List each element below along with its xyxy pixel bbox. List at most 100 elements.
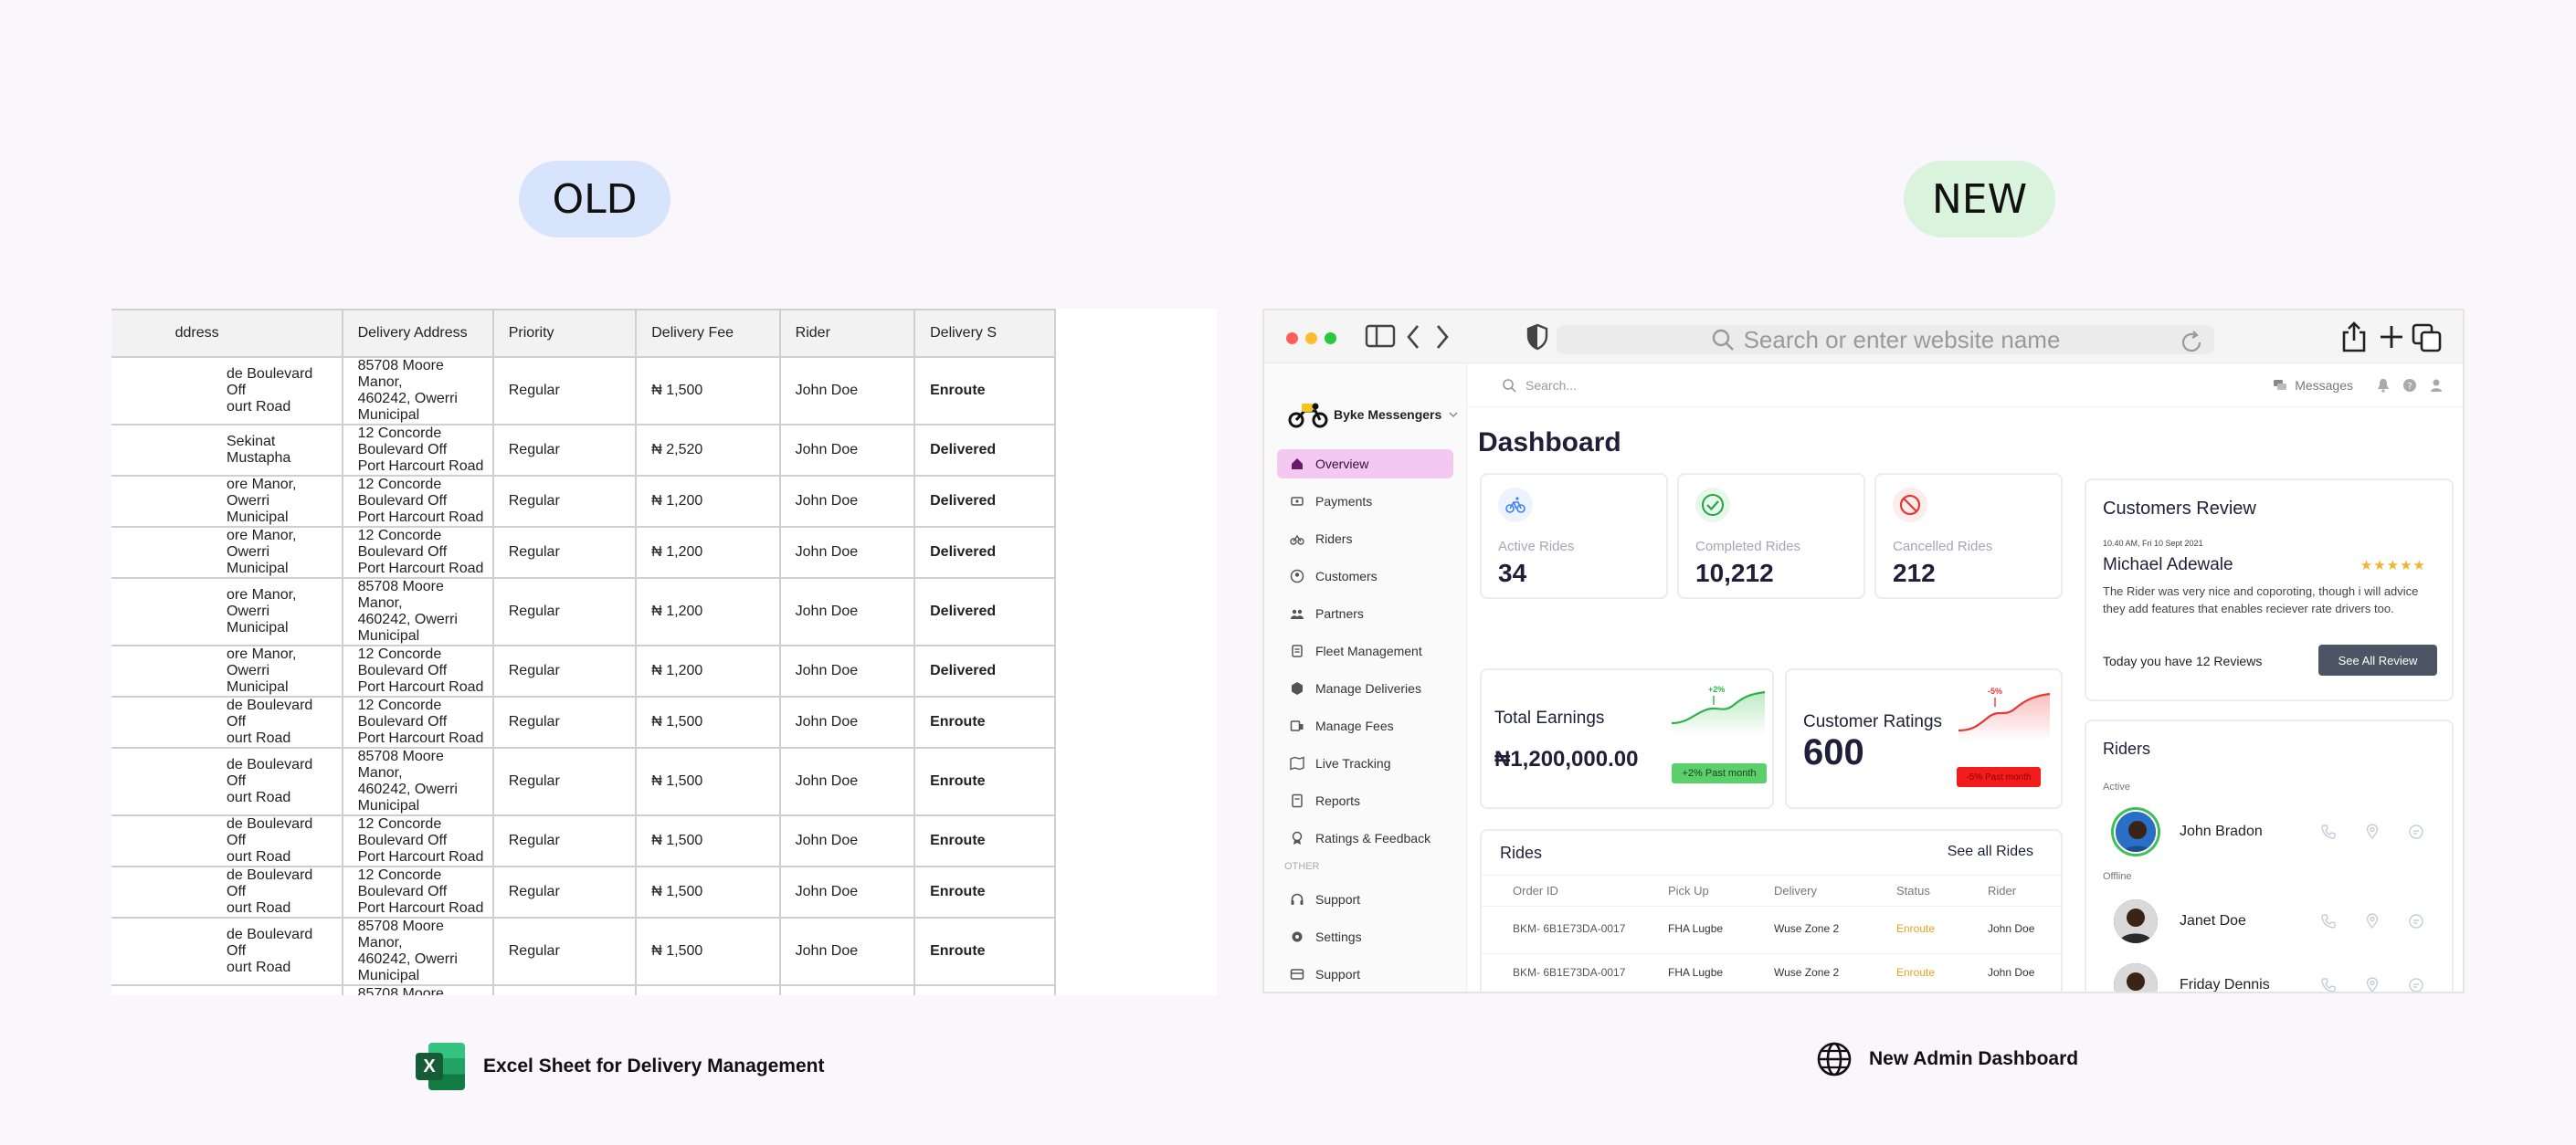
sheet-cell[interactable]: ₦ 1,500 [635, 356, 781, 425]
sheet-cell[interactable]: ₦ 1,500 [635, 696, 781, 749]
sheet-cell[interactable]: ₦ 1,500 [635, 917, 781, 986]
messages-link[interactable]: Messages [2295, 378, 2353, 393]
sheet-cell[interactable]: 85708 Moore Manor,460242, Owerri Municip… [341, 917, 494, 986]
sidebar-item-payments[interactable]: Payments [1277, 487, 1453, 516]
delivery-status[interactable]: Enroute [913, 696, 1056, 749]
sheet-cell[interactable]: 12 Concorde Boulevard Off Port Harcourt R… [341, 645, 494, 698]
sheet-cell[interactable]: ₦ 1,500 [635, 984, 781, 995]
rides-column-header[interactable]: Pick Up [1668, 884, 1709, 898]
address-bar[interactable]: Search or enter website name [1557, 325, 2214, 354]
delivery-status[interactable]: Enroute [913, 747, 1056, 816]
chevron-down-icon[interactable] [1449, 411, 1458, 418]
sheet-cell[interactable]: ₦ 1,200 [635, 526, 781, 579]
sheet-cell[interactable]: John Doe [778, 696, 916, 749]
rider-item[interactable]: Friday Dennis [2114, 962, 2452, 992]
see-all-rides-link[interactable]: See all Rides [1947, 844, 2033, 859]
location-pin-icon[interactable] [2364, 977, 2381, 992]
sheet-cell[interactable]: 12 Concorde Boulevard Off Port Harcourt R… [341, 696, 494, 749]
delivery-status[interactable]: Delivered [913, 424, 1056, 477]
sheet-cell[interactable]: ore Manor, Owerri Municipal [111, 475, 343, 528]
sheet-cell[interactable]: John Doe [778, 917, 916, 986]
rider-item[interactable]: John Bradon [2114, 809, 2452, 855]
sheet-cell[interactable]: ore Manor, Owerri Municipal [111, 526, 343, 579]
sheet-cell[interactable]: Regular [491, 814, 638, 867]
sheet-cell[interactable]: 85708 Moore Manor,460242, Owerri Municip… [341, 747, 494, 816]
bell-icon[interactable] [2377, 378, 2390, 393]
sheet-cell[interactable]: ₦ 1,200 [635, 645, 781, 698]
sheet-cell[interactable]: John Doe [778, 526, 916, 579]
chat-icon[interactable] [2408, 824, 2424, 840]
sheet-cell[interactable]: 12 Concorde Boulevard Off Port Harcourt R… [341, 475, 494, 528]
forward-icon[interactable] [1434, 323, 1451, 351]
delivery-status[interactable]: Delivered [913, 475, 1056, 528]
chat-icon[interactable] [2408, 977, 2424, 992]
close-window-button[interactable] [1286, 332, 1298, 344]
sheet-cell[interactable]: ₦ 1,200 [635, 475, 781, 528]
rides-column-header[interactable]: Status [1896, 884, 1930, 898]
sidebar-item-ratings-feedback[interactable]: Ratings & Feedback [1277, 824, 1453, 853]
sheet-cell[interactable]: 85708 Moore Manor,460242, Owerri Municip… [341, 577, 494, 646]
rides-column-header[interactable]: Delivery [1774, 884, 1817, 898]
stat-card-completed-rides[interactable]: Completed Rides 10,212 [1677, 473, 1865, 599]
sidebar-item-live-tracking[interactable]: Live Tracking [1277, 749, 1453, 778]
delivery-status[interactable]: Enroute [913, 866, 1056, 919]
sheet-column-header[interactable]: Priority [491, 309, 638, 358]
sheet-cell[interactable]: 12 Concorde Boulevard Off Port Harcourt R… [341, 424, 494, 477]
sheet-cell[interactable]: Regular [491, 917, 638, 986]
sheet-cell[interactable]: 12 Concorde Boulevard Off Port Harcourt R… [341, 866, 494, 919]
sheet-cell[interactable]: ₦ 1,500 [635, 747, 781, 816]
sheet-cell[interactable]: Regular [491, 984, 638, 995]
tabs-overview-icon[interactable] [2412, 323, 2443, 352]
delivery-status[interactable]: Enroute [913, 917, 1056, 986]
back-icon[interactable] [1405, 323, 1421, 351]
sheet-cell[interactable]: ore Manor, Owerri Municipal [111, 645, 343, 698]
sheet-cell[interactable]: ₦ 1,500 [635, 866, 781, 919]
reload-icon[interactable] [2178, 329, 2205, 356]
stat-card-active-rides[interactable]: Active Rides 34 [1480, 473, 1668, 599]
help-icon[interactable]: ? [2402, 378, 2417, 393]
sidebar-item-settings[interactable]: Settings [1277, 922, 1453, 951]
rides-column-header[interactable]: Rider [1988, 884, 2017, 898]
location-pin-icon[interactable] [2364, 824, 2381, 840]
sheet-cell[interactable]: 85708 Moore Manor,460242, Owerri Municip… [341, 984, 494, 995]
sheet-cell[interactable]: Regular [491, 424, 638, 477]
sheet-cell[interactable]: ₦ 1,500 [635, 814, 781, 867]
phone-icon[interactable] [2320, 977, 2337, 992]
sheet-cell[interactable]: John Doe [778, 645, 916, 698]
sidebar-item-manage-deliveries[interactable]: Manage Deliveries [1277, 674, 1453, 703]
sheet-cell[interactable]: John Doe [778, 747, 916, 816]
sheet-cell[interactable]: John Doe [778, 814, 916, 867]
delivery-status[interactable]: Delivered [913, 645, 1056, 698]
sheet-cell[interactable]: ₦ 2,520 [635, 424, 781, 477]
sheet-cell[interactable]: Sekinat Mustapha [111, 424, 343, 477]
stat-card-cancelled-rides[interactable]: Cancelled Rides 212 [1874, 473, 2063, 599]
sheet-cell[interactable]: Regular [491, 696, 638, 749]
location-pin-icon[interactable] [2364, 913, 2381, 930]
sidebar-item-partners[interactable]: Partners [1277, 599, 1453, 628]
sheet-cell[interactable]: 12 Concorde Boulevard Off Port Harcourt R… [341, 526, 494, 579]
sheet-cell[interactable]: Regular [491, 747, 638, 816]
messages-icon[interactable] [2273, 379, 2287, 392]
chat-icon[interactable] [2408, 913, 2424, 930]
sheet-column-header[interactable]: Delivery Fee [635, 309, 781, 358]
sheet-column-header[interactable]: Delivery S [913, 309, 1056, 358]
delivery-status[interactable]: Enroute [913, 356, 1056, 425]
phone-icon[interactable] [2320, 824, 2337, 840]
rides-column-header[interactable]: Order ID [1513, 884, 1558, 898]
sheet-cell[interactable]: John Doe [778, 984, 916, 995]
sidebar-item-support[interactable]: Support [1277, 885, 1453, 914]
sheet-cell[interactable]: Regular [491, 356, 638, 425]
sheet-cell[interactable]: 12 Concorde Boulevard Off Port Harcourt R… [341, 814, 494, 867]
delivery-status[interactable]: Enroute [913, 814, 1056, 867]
sheet-cell[interactable]: Regular [491, 577, 638, 646]
delivery-status[interactable]: Delivered [913, 577, 1056, 646]
delivery-status[interactable]: Delivered [913, 526, 1056, 579]
sidebar-toggle-icon[interactable] [1365, 323, 1396, 349]
rider-item[interactable]: Janet Doe [2114, 898, 2452, 944]
sheet-cell[interactable]: 85708 Moore Manor,460242, Owerri Municip… [341, 356, 494, 425]
